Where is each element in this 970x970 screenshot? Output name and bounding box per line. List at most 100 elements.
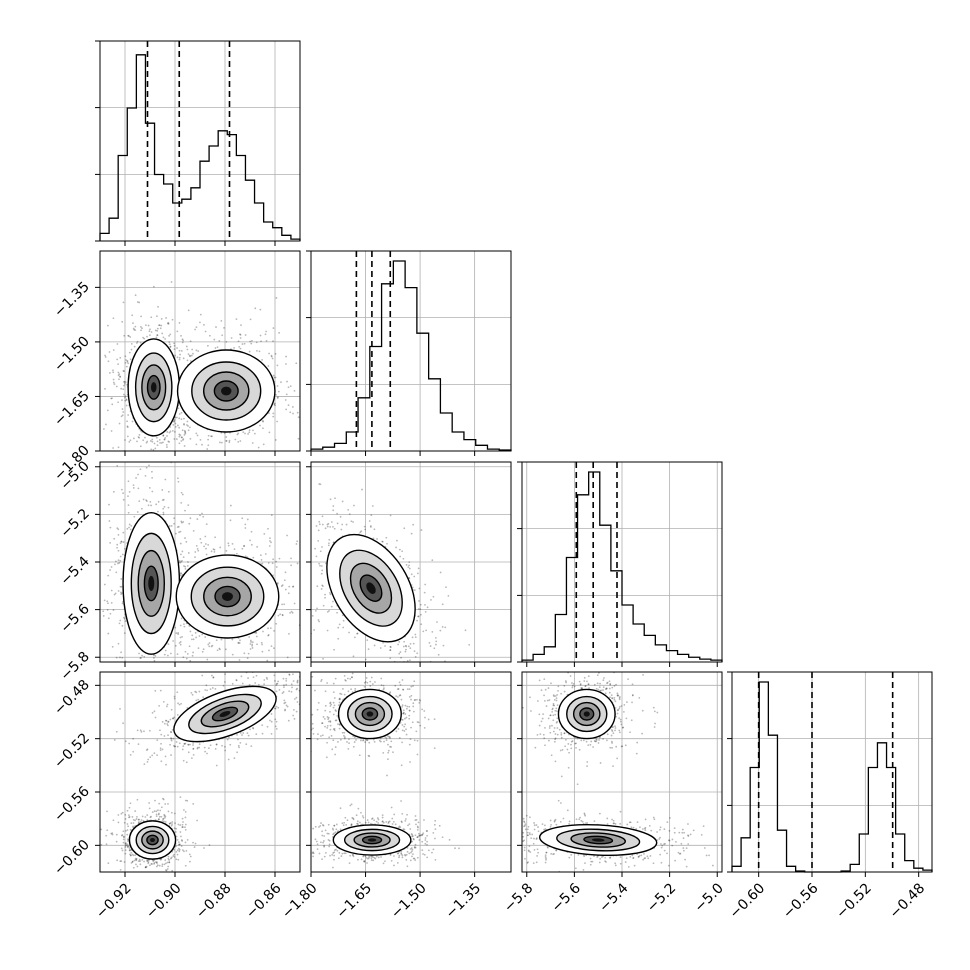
scatter-point [163,722,166,725]
scatter-point [307,399,309,401]
scatter-point [174,416,177,419]
scatter-point [149,864,151,867]
scatter-point [143,860,145,863]
scatter-point [171,679,173,681]
scatter-point [168,334,170,337]
scatter-point [194,328,196,331]
scatter-point [152,657,155,659]
scatter-point [152,679,154,681]
contour-line [211,706,239,722]
scatter-point [112,819,115,822]
scatter-point [288,673,291,676]
scatter-point [329,591,331,594]
scatter-point [319,457,321,459]
scatter-point [215,326,217,328]
scatter-point [115,656,118,659]
scatter-point [192,841,194,844]
scatter-point [272,374,275,377]
grid-lines [310,251,511,451]
scatter-point [137,822,140,825]
scatter-point [187,751,190,754]
scatter-point [180,835,182,838]
scatter-point [286,585,288,587]
scatter-point [287,404,290,407]
scatter-point [124,842,127,845]
scatter-point [180,520,183,523]
scatter-point [178,848,181,851]
scatter-point [322,657,324,660]
scatter-point [187,465,189,467]
scatter-point [145,676,147,678]
scatter-point [150,316,153,319]
scatter-point [191,693,194,696]
scatter-points [100,668,300,872]
scatter-point [328,609,330,612]
scatter-point [117,446,120,449]
scatter-point [295,710,298,713]
scatter-point [196,434,199,437]
scatter-point [160,742,162,745]
scatter-point [313,629,316,631]
scatter-point [170,525,173,527]
scatter-point [317,733,319,736]
scatter-point [147,324,150,327]
scatter-point [239,732,242,734]
scatter-point [329,498,332,501]
scatter-point [321,722,323,724]
scatter-point [107,602,109,605]
scatter-point [124,399,127,402]
scatter-point [145,464,147,466]
scatter-point [129,854,132,857]
scatter-point [265,668,267,670]
scatter-point [87,484,89,486]
scatter-point [432,595,435,598]
scatter-point [192,803,195,805]
scatter-point [330,605,333,608]
scatter-point [186,359,189,362]
scatter-point [213,338,216,341]
scatter-point [186,348,189,351]
scatter-point [445,586,447,589]
scatter-point [316,393,318,395]
scatter-point [197,647,200,650]
scatter-point [131,420,134,423]
scatter-point [132,822,135,824]
scatter-point [182,745,185,748]
scatter-point [150,664,152,666]
scatter-point [195,544,198,547]
scatter-point [271,562,274,565]
scatter-point [174,644,177,647]
scatter-point [167,810,170,813]
scatter-point [210,435,212,438]
scatter-point [286,496,288,498]
scatter-point [122,541,125,543]
scatter-point [159,749,162,752]
scatter-point [208,642,211,644]
scatter-point [171,318,174,321]
scatter-point [170,475,172,477]
scatter-point [385,737,388,739]
scatter-point [435,643,437,646]
scatter-point [293,602,296,605]
scatter-point [404,644,407,647]
scatter-point [296,701,299,703]
scatter-point [100,828,103,831]
contour-line [200,700,250,728]
scatter-point [387,749,390,752]
scatter-point [126,359,129,362]
scatter-point [133,458,135,460]
scatter-point [258,350,261,353]
scatter-point [161,489,164,491]
scatter-point [150,504,152,507]
scatter-point [246,518,249,521]
scatter-point [130,342,133,345]
scatter-point [176,424,179,427]
scatter-point [120,488,123,491]
scatter-point [211,644,214,647]
scatter-point [161,720,164,723]
scatter-point [130,851,133,854]
histogram-step [310,260,512,451]
scatter-point [231,542,234,545]
scatter-point [334,497,336,500]
scatter-point [273,403,276,406]
